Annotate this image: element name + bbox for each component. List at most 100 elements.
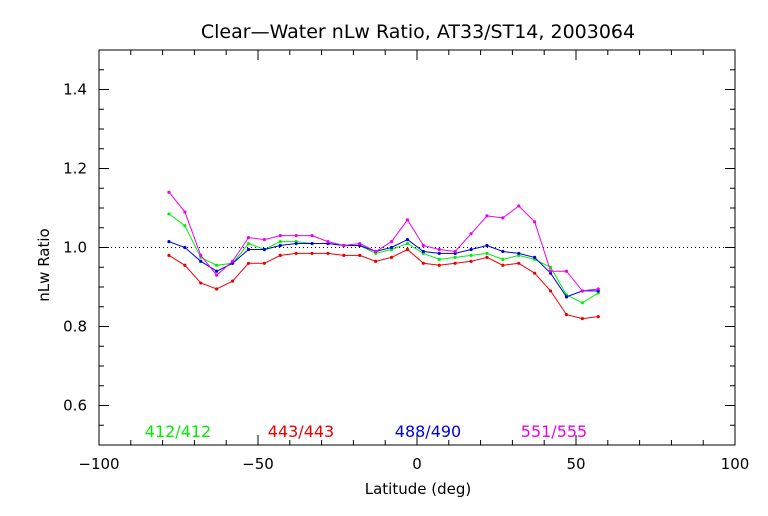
data-point-412/412 [215, 263, 219, 267]
data-point-443/443 [310, 251, 314, 256]
data-point-443/443 [358, 253, 362, 257]
x-tick-label: 100 [721, 455, 750, 473]
data-point-551/555 [564, 269, 569, 273]
data-point-551/555 [230, 259, 235, 263]
data-point-551/555 [326, 239, 330, 244]
data-point-412/412 [405, 241, 410, 246]
data-point-488/490 [389, 245, 394, 250]
data-point-551/555 [278, 234, 282, 238]
data-point-443/443 [262, 261, 266, 265]
data-point-488/490 [294, 241, 298, 246]
data-point-551/555 [246, 236, 251, 240]
data-point-443/443 [469, 259, 473, 263]
data-point-488/490 [167, 239, 171, 244]
data-point-551/555 [199, 253, 203, 257]
chart-title: Clear—Water nLw Ratio, AT33/ST14, 200306… [201, 21, 635, 43]
data-point-443/443 [421, 261, 425, 265]
data-point-551/555 [389, 239, 394, 244]
data-point-443/443 [437, 263, 441, 267]
data-point-443/443 [405, 247, 410, 252]
data-point-488/490 [246, 247, 251, 252]
data-point-551/555 [580, 289, 584, 293]
legend-entry: 488/490 [395, 422, 461, 441]
data-point-443/443 [501, 263, 505, 267]
data-point-551/555 [358, 241, 362, 246]
data-point-551/555 [294, 234, 298, 238]
legend-entry: 412/412 [145, 422, 211, 441]
data-point-551/555 [310, 234, 314, 238]
data-point-488/490 [517, 251, 521, 256]
data-point-551/555 [374, 249, 378, 254]
data-point-443/443 [246, 261, 251, 265]
data-point-443/443 [389, 255, 394, 259]
data-point-443/443 [374, 259, 378, 263]
data-point-551/555 [421, 243, 425, 248]
data-point-551/555 [405, 218, 410, 222]
data-point-551/555 [167, 190, 171, 194]
x-tick-label: 50 [566, 455, 585, 473]
data-point-488/490 [469, 247, 473, 252]
data-point-551/555 [437, 247, 441, 252]
series-line-443/443 [168, 248, 599, 320]
data-point-488/490 [278, 243, 282, 248]
data-point-443/443 [517, 261, 521, 265]
data-point-443/443 [453, 261, 457, 265]
data-point-488/490 [183, 245, 187, 250]
data-point-443/443 [485, 255, 489, 259]
data-point-412/412 [167, 212, 171, 216]
data-point-443/443 [564, 313, 569, 317]
data-point-412/412 [469, 253, 473, 257]
data-point-551/555 [501, 216, 505, 220]
data-point-443/443 [215, 287, 219, 291]
data-point-443/443 [199, 281, 203, 285]
data-point-551/555 [485, 214, 489, 218]
data-point-412/412 [246, 241, 251, 246]
data-point-551/555 [548, 269, 553, 273]
x-axis-label: Latitude (deg) [365, 480, 471, 498]
data-point-443/443 [548, 289, 553, 293]
data-point-551/555 [215, 273, 219, 277]
data-point-412/412 [183, 224, 187, 228]
data-point-551/555 [262, 238, 266, 242]
data-point-443/443 [294, 251, 298, 256]
data-point-551/555 [517, 204, 521, 208]
data-point-488/490 [421, 249, 425, 254]
series-line-412/412 [168, 213, 599, 304]
y-tick-label: 1.2 [63, 160, 87, 178]
data-point-443/443 [326, 251, 330, 256]
y-axis-label: nLw Ratio [35, 228, 53, 301]
y-tick-label: 1.4 [63, 81, 87, 99]
data-point-412/412 [580, 301, 584, 305]
data-point-412/412 [501, 257, 505, 261]
y-tick-label: 0.6 [63, 397, 87, 415]
x-tick-label: −50 [242, 455, 274, 473]
legend-entry: 551/555 [521, 422, 587, 441]
data-point-412/412 [453, 255, 457, 259]
data-point-551/555 [596, 287, 600, 291]
data-point-443/443 [183, 263, 187, 267]
y-tick-label: 1.0 [63, 239, 87, 257]
data-point-443/443 [230, 279, 235, 283]
data-point-488/490 [485, 243, 489, 248]
data-point-488/490 [310, 241, 314, 246]
data-point-488/490 [437, 251, 441, 256]
data-point-488/490 [215, 269, 219, 273]
x-tick-label: −100 [78, 455, 119, 473]
x-tick-label: 0 [412, 455, 422, 473]
data-point-551/555 [469, 232, 473, 236]
data-point-488/490 [501, 249, 505, 254]
data-point-443/443 [342, 253, 346, 257]
data-point-488/490 [533, 255, 537, 259]
data-point-551/555 [533, 220, 537, 224]
data-point-412/412 [485, 251, 489, 256]
data-point-443/443 [533, 271, 537, 275]
series-line-551/555 [168, 191, 599, 292]
legend-entry: 443/443 [268, 422, 334, 441]
data-point-443/443 [167, 253, 171, 257]
plot-area: −100 −50 0 50 100 0.6 0.8 1.0 1.2 1.4 412/412 443/4… [63, 49, 750, 473]
data-point-443/443 [278, 253, 282, 257]
data-point-412/412 [437, 257, 441, 261]
data-point-443/443 [596, 315, 600, 319]
